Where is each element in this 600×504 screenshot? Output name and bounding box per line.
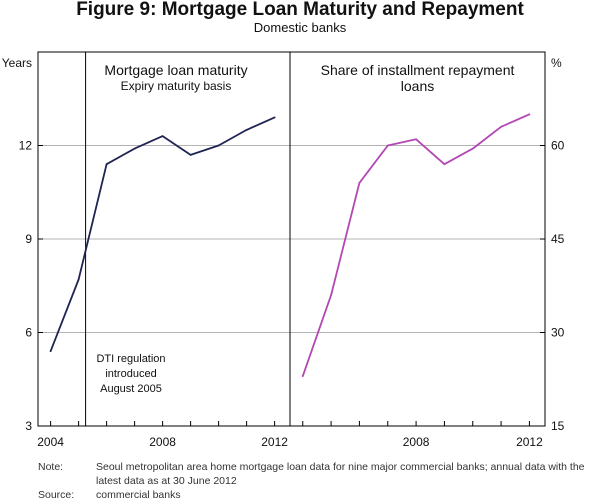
maturity-point (133, 147, 136, 150)
source-label: Source: (38, 489, 75, 501)
source-text: commercial banks (96, 489, 181, 501)
chart-notes: Note: Seoul metropolitan area home mortg… (38, 460, 598, 502)
figure-title: Figure 9: Mortgage Loan Maturity and Rep… (76, 0, 524, 20)
installment-share-point (415, 138, 417, 141)
annotation-line: DTI regulation (96, 353, 165, 365)
x-tick-label-left: 2012 (261, 435, 288, 449)
maturity-line (49, 116, 275, 352)
maturity-point (245, 129, 248, 131)
y-axis-label-right: % (551, 56, 562, 70)
figure-subtitle: Domestic banks (253, 20, 347, 35)
note-label: Note: (38, 461, 64, 473)
maturity-point (105, 163, 108, 166)
x-tick-label-left: 2008 (149, 435, 176, 449)
installment-share-point (500, 125, 502, 128)
panel-title-left: Mortgage loan maturity (104, 62, 247, 78)
note-row: Note: Seoul metropolitan area home mortg… (38, 460, 598, 488)
installment-share-point (330, 294, 332, 296)
maturity-point (189, 153, 192, 156)
series (49, 113, 531, 378)
installment-share-point (301, 375, 304, 378)
installment-share-point (528, 113, 531, 116)
y-tick-label-left: 12 (19, 139, 33, 153)
maturity-point (49, 350, 52, 353)
chart-frame (37, 51, 546, 427)
chart-labels: 3 6 9 12 15 30 45 60 Years % 2004 2008 2012 2008 2012 M… (2, 56, 565, 449)
y-tick-label-right: 15 (551, 419, 565, 433)
maturity-point (161, 135, 164, 138)
installment-share-point (471, 147, 474, 150)
maturity-point (217, 144, 220, 147)
y-tick-label-right: 60 (551, 139, 565, 153)
annotation-line: introduced (105, 368, 156, 380)
y-tick-label-right: 45 (551, 232, 565, 246)
installment-share-line (301, 113, 530, 377)
y-tick-label-right: 30 (551, 326, 565, 340)
maturity-point (77, 278, 80, 281)
panel-title-right-line2: loans (401, 78, 434, 94)
source-row: Source: commercial banks (38, 488, 598, 502)
note-text: Seoul metropolitan area home mortgage lo… (96, 461, 585, 487)
y-axis-label-left: Years (2, 56, 32, 70)
installment-share-point (443, 163, 446, 166)
x-tick-label-right: 2008 (403, 435, 430, 449)
y-tick-label-left: 9 (25, 232, 32, 246)
installment-share-point (358, 182, 361, 184)
panel-subtitle-left: Expiry maturity basis (121, 79, 232, 93)
gridlines (38, 145, 545, 333)
panel-title-right: Share of installment repayment (321, 62, 515, 78)
chart-figure: 3 6 9 12 15 30 45 60 Years % 2004 2008 2012 2008 2012 M… (2, 51, 565, 449)
x-tick-label-right: 2012 (516, 435, 543, 449)
installment-share-point (386, 144, 389, 147)
x-tick-label-left: 2004 (37, 435, 64, 449)
maturity-point (273, 116, 276, 119)
y-tick-label-left: 6 (25, 326, 32, 340)
y-tick-label-left: 3 (25, 419, 32, 433)
annotation-line: August 2005 (100, 383, 162, 395)
